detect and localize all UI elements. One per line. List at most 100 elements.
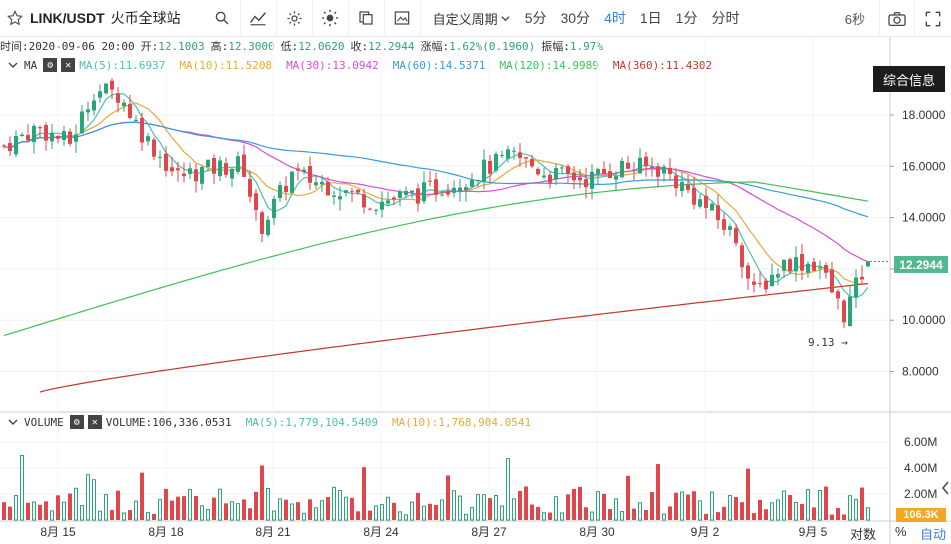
price-tick-label: 18.0000 (902, 108, 946, 122)
volume-bar (536, 506, 540, 520)
candle-body (488, 160, 492, 174)
period-timeshare[interactable]: 分时 (711, 10, 740, 26)
camera-icon[interactable] (879, 0, 915, 37)
collapse-chevron-icon[interactable] (6, 60, 20, 70)
volume-bar (8, 506, 12, 520)
volume-bar (746, 468, 750, 520)
volume-tick-label: 6.00M (904, 435, 937, 449)
candle-body (128, 104, 132, 118)
volume-bar (668, 506, 672, 520)
candle-body (92, 100, 96, 111)
ma-settings-icon[interactable]: ⚙ (43, 58, 58, 72)
volume-bar (578, 486, 582, 520)
candle-body (2, 145, 6, 147)
volume-bar (764, 509, 768, 520)
candle-body (674, 175, 678, 189)
volume-collapse-chevron-icon[interactable] (6, 417, 20, 427)
candle-body (242, 154, 246, 177)
candle-body (218, 160, 222, 177)
refresh-speed[interactable]: 6秒 (844, 12, 865, 27)
candle-body (554, 168, 558, 180)
volume-bar (170, 500, 174, 520)
candle-body (320, 181, 324, 185)
candle-body (686, 184, 690, 190)
volume-bar (326, 497, 330, 520)
volume-bar (422, 505, 426, 521)
candle-body (788, 259, 792, 272)
image-icon[interactable] (385, 0, 421, 37)
volume-bar (128, 510, 132, 520)
x-tick-label: 8月 21 (255, 525, 291, 539)
period-1d[interactable]: 1日 (639, 10, 662, 26)
candle-body (566, 166, 570, 174)
low-price-mark: 9.13 → (808, 336, 848, 349)
volume-bar (794, 502, 798, 521)
candle-body (590, 171, 594, 189)
search-icon[interactable] (205, 0, 241, 37)
volume-bar (116, 490, 120, 520)
volume-settings-icon[interactable]: ⚙ (69, 415, 84, 429)
candle-body (410, 190, 414, 193)
candle-body (740, 245, 744, 268)
volume-bar (92, 479, 96, 521)
candle-body (578, 177, 582, 181)
candle-body (458, 187, 462, 192)
info-low: 低:12.0620 (281, 38, 345, 55)
candle-body (50, 132, 54, 142)
candle-body (746, 265, 750, 279)
volume-bar (404, 514, 408, 521)
candle-body (518, 152, 522, 158)
info-change: 涨幅:1.62%(0.1960) (421, 38, 536, 55)
candle-body (32, 125, 36, 143)
candle-body (494, 153, 498, 171)
percent-button[interactable]: % (895, 524, 907, 539)
candle-body (818, 267, 822, 269)
auto-scale-button[interactable]: 自动 (920, 527, 947, 542)
compare-icon[interactable] (349, 0, 385, 37)
ma60-line (3, 121, 869, 218)
custom-period-dropdown[interactable]: 自定义周期 (421, 9, 518, 28)
candle-body (56, 135, 60, 139)
volume-bar (860, 487, 864, 520)
volume-bar (20, 454, 24, 521)
volume-bar (632, 508, 636, 520)
volume-bar (50, 510, 54, 521)
fullscreen-icon[interactable] (915, 0, 951, 37)
volume-bar (158, 499, 162, 521)
period-5m[interactable]: 5分 (524, 10, 547, 26)
scroll-arrow-icon[interactable] (940, 480, 950, 496)
volume-bar (188, 489, 192, 521)
log-scale-button[interactable]: 对数 (850, 527, 877, 542)
candle-body (158, 156, 162, 158)
candle-body (392, 197, 396, 200)
candle-body (470, 180, 474, 187)
info-time-value: 2020-09-06 20:00 (28, 40, 135, 53)
candle-body (842, 300, 846, 323)
candle-body (326, 182, 330, 196)
candle-body (530, 159, 534, 167)
ma360-line (39, 282, 869, 393)
period-1m[interactable]: 1分 (675, 10, 698, 26)
candle-body (680, 182, 684, 192)
volume-close-icon[interactable]: ✕ (87, 415, 102, 429)
volume-bar (374, 505, 378, 521)
indicator-icon[interactable] (241, 0, 277, 37)
volume-bar (80, 505, 84, 521)
star-icon[interactable] (0, 10, 30, 26)
period-30m[interactable]: 30分 (560, 10, 591, 26)
candle-body (800, 253, 804, 271)
price-chart[interactable]: 18.000016.000014.000012.000010.00008.000… (0, 37, 951, 544)
info-tab[interactable]: 综合信息 (873, 66, 945, 92)
gear-icon[interactable] (277, 0, 313, 37)
ma-close-icon[interactable]: ✕ (61, 58, 76, 72)
candle-body (332, 195, 336, 197)
volume-bar (200, 505, 204, 521)
candle-body (440, 194, 444, 196)
ma60-legend: MA(60):14.5371 (392, 58, 486, 72)
theme-sun-icon[interactable] (313, 0, 349, 37)
candle-body (656, 166, 660, 177)
candle-body (38, 127, 42, 129)
candle-body (644, 156, 648, 167)
period-4h[interactable]: 4时 (604, 10, 626, 26)
volume-label: VOLUME (24, 415, 64, 429)
